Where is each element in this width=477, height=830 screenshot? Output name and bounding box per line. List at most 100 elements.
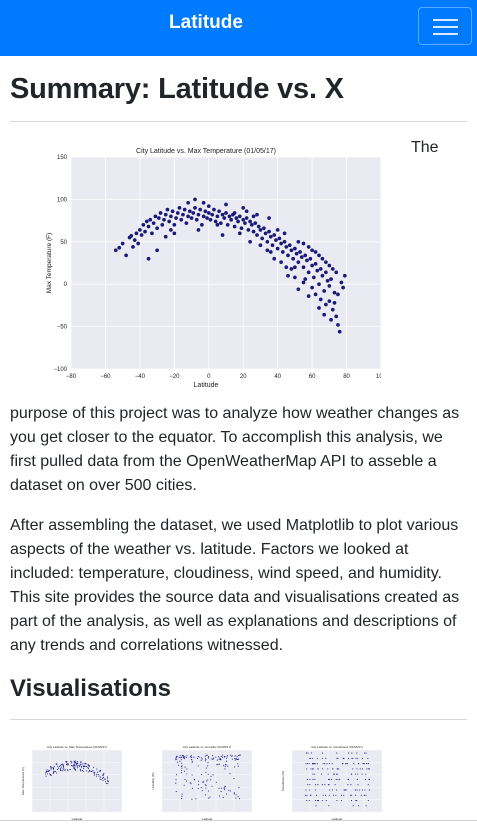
thumbnail-point: [85, 766, 87, 768]
data-point: [311, 275, 316, 280]
data-point: [146, 224, 151, 229]
data-point: [136, 241, 141, 246]
thumbnail-point: [181, 762, 183, 764]
data-point: [120, 241, 125, 246]
thumbnail-point: [100, 778, 102, 781]
thumbnail-point: [367, 757, 369, 759]
data-point: [305, 258, 309, 263]
data-point: [336, 292, 340, 297]
thumbnail-point: [183, 784, 185, 786]
thumbnail-point: [99, 776, 102, 778]
data-point: [241, 217, 246, 222]
thumbnail-point: [328, 794, 330, 796]
data-point: [143, 229, 147, 234]
data-point: [265, 239, 270, 244]
y-tick-label: 150: [57, 155, 68, 161]
thumbnail-point: [305, 789, 307, 791]
data-point: [329, 317, 333, 322]
thumbnail-point: [59, 764, 61, 766]
thumbnail-point: [197, 756, 199, 758]
thumbnail-point: [205, 759, 207, 761]
thumbnail-point: [191, 798, 193, 800]
thumbnail-point: [93, 771, 95, 773]
thumbnail-point: [317, 768, 319, 770]
data-point: [198, 207, 203, 212]
thumbnail-point: [339, 778, 341, 780]
thumbnail-point: [347, 784, 349, 786]
data-point: [138, 228, 142, 232]
y-tick-label: 0: [64, 282, 68, 288]
thumbnail-humidity[interactable]: City Latitude vs. Humidity (01/05/17) Lat…: [148, 742, 256, 824]
thumbnail-point: [326, 763, 328, 765]
thumbnail-cloudiness[interactable]: City Latitude vs. Cloudiness (01/05/17) L…: [278, 742, 386, 824]
thumbnail-max-temp[interactable]: City Latitude vs. Max Temperature (01/05…: [18, 742, 126, 824]
thumbnail-point: [237, 763, 239, 765]
thumbnail-point: [365, 794, 367, 796]
thumbnail-point: [327, 768, 329, 770]
data-point: [267, 229, 271, 234]
thumbnail-point: [231, 755, 233, 757]
thumbnail-point: [103, 778, 105, 780]
thumbnail-point: [332, 768, 334, 770]
thumbnail-point: [306, 763, 309, 765]
thumbnail-point: [77, 762, 79, 764]
thumbnail-point: [223, 755, 226, 758]
thumbnail-point: [235, 797, 237, 799]
data-point: [293, 246, 297, 251]
thumbnail-point: [226, 756, 228, 758]
thumbnail-point: [316, 763, 318, 765]
thumbnail-point: [363, 763, 365, 765]
methods-paragraph: After assembling the dataset, we used Ma…: [10, 517, 460, 654]
thumbnail-point: [178, 756, 180, 758]
thumbnail-point: [57, 765, 59, 767]
thumbnail-point: [310, 752, 312, 754]
thumbnail-point: [317, 799, 319, 802]
thumbnail-point: [198, 784, 200, 786]
thumbnail-point: [50, 774, 52, 776]
data-point: [132, 238, 137, 242]
latitude-vs-max-temp-chart[interactable]: −80 −60 −40 −20 0 20 40 60 80 100 −100 −50 0 50 100 150…: [24, 142, 381, 396]
thumbnail-point: [49, 774, 52, 776]
thumbnail-point: [176, 761, 178, 763]
data-point: [296, 239, 301, 244]
thumbnail-point: [200, 787, 202, 789]
data-point: [201, 214, 206, 219]
thumbnail-point: [313, 763, 315, 765]
data-point: [163, 212, 168, 217]
navbar-brand[interactable]: Latitude: [169, 12, 243, 33]
thumbnail-point: [73, 761, 75, 763]
x-tick-label: 40: [274, 374, 281, 380]
thumbnail-point: [305, 794, 307, 796]
data-point: [169, 228, 173, 232]
thumbnail-point: [205, 787, 207, 789]
navbar-toggle-button[interactable]: [418, 7, 472, 45]
thumbnail-point: [181, 765, 183, 767]
thumbnail-point: [66, 760, 68, 763]
data-point: [218, 221, 223, 225]
data-point: [113, 248, 118, 253]
data-point: [294, 251, 299, 256]
thumbnail-point: [71, 762, 73, 764]
data-point: [172, 231, 177, 236]
thumbnail-point: [356, 752, 358, 754]
thumbnail-point: [105, 782, 107, 784]
thumbnail-point: [354, 773, 357, 775]
thumbnail-point: [49, 769, 51, 771]
thumbnail-point: [335, 794, 337, 796]
data-point: [206, 204, 211, 209]
thumbnail-point: [102, 774, 104, 776]
thumbnail-point: [87, 767, 89, 770]
thumbnail-point: [215, 781, 217, 783]
thumbnail-point: [233, 792, 235, 794]
thumbnail-point: [365, 752, 367, 754]
thumbnail-point: [347, 763, 349, 765]
thumbnail-point: [224, 785, 226, 787]
thumbnail-point: [45, 775, 47, 777]
thumbnail-point: [52, 767, 54, 769]
thumbnail-point: [205, 772, 207, 774]
thumbnail-point: [355, 799, 357, 802]
thumbnail-point: [45, 771, 47, 774]
thumbnail-point: [353, 763, 355, 765]
data-point: [310, 263, 314, 268]
thumbnail-point: [340, 799, 342, 802]
